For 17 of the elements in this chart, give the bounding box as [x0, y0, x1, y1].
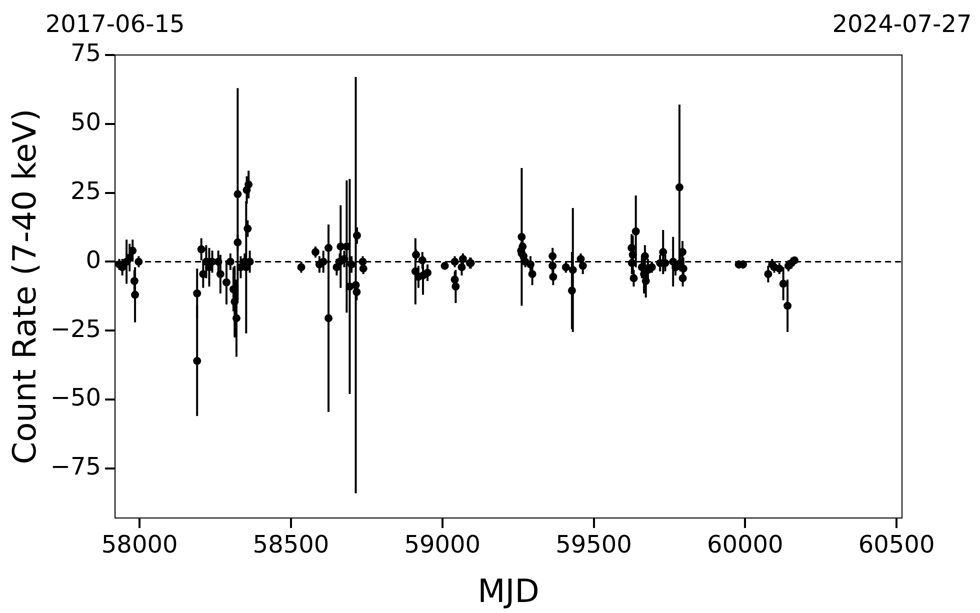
x-tick-label: 59000 [404, 530, 481, 559]
text: 2017-06-15 [45, 10, 185, 38]
y-tick-label: 25 [70, 177, 102, 206]
x-tick-label: 59500 [556, 530, 632, 559]
y-axis-title: Count Rate (7-40 keV) [6, 108, 44, 464]
y-tick-label: 75 [70, 39, 102, 68]
x-tick-label: 60000 [706, 530, 784, 559]
y-tick-label: 50 [70, 108, 102, 136]
text: 2024-07-27 [832, 10, 972, 38]
y-tick-label: −25 [50, 314, 102, 343]
y-tick-label: 0 [86, 246, 102, 274]
y-tick-label: −75 [50, 452, 102, 481]
x-tick-label: 58500 [252, 530, 330, 559]
x-tick-label: 60500 [858, 530, 935, 559]
x-tick-label: 58000 [101, 530, 178, 559]
x-axis-title: MJD [478, 572, 540, 610]
y-tick-label: −50 [50, 384, 102, 412]
